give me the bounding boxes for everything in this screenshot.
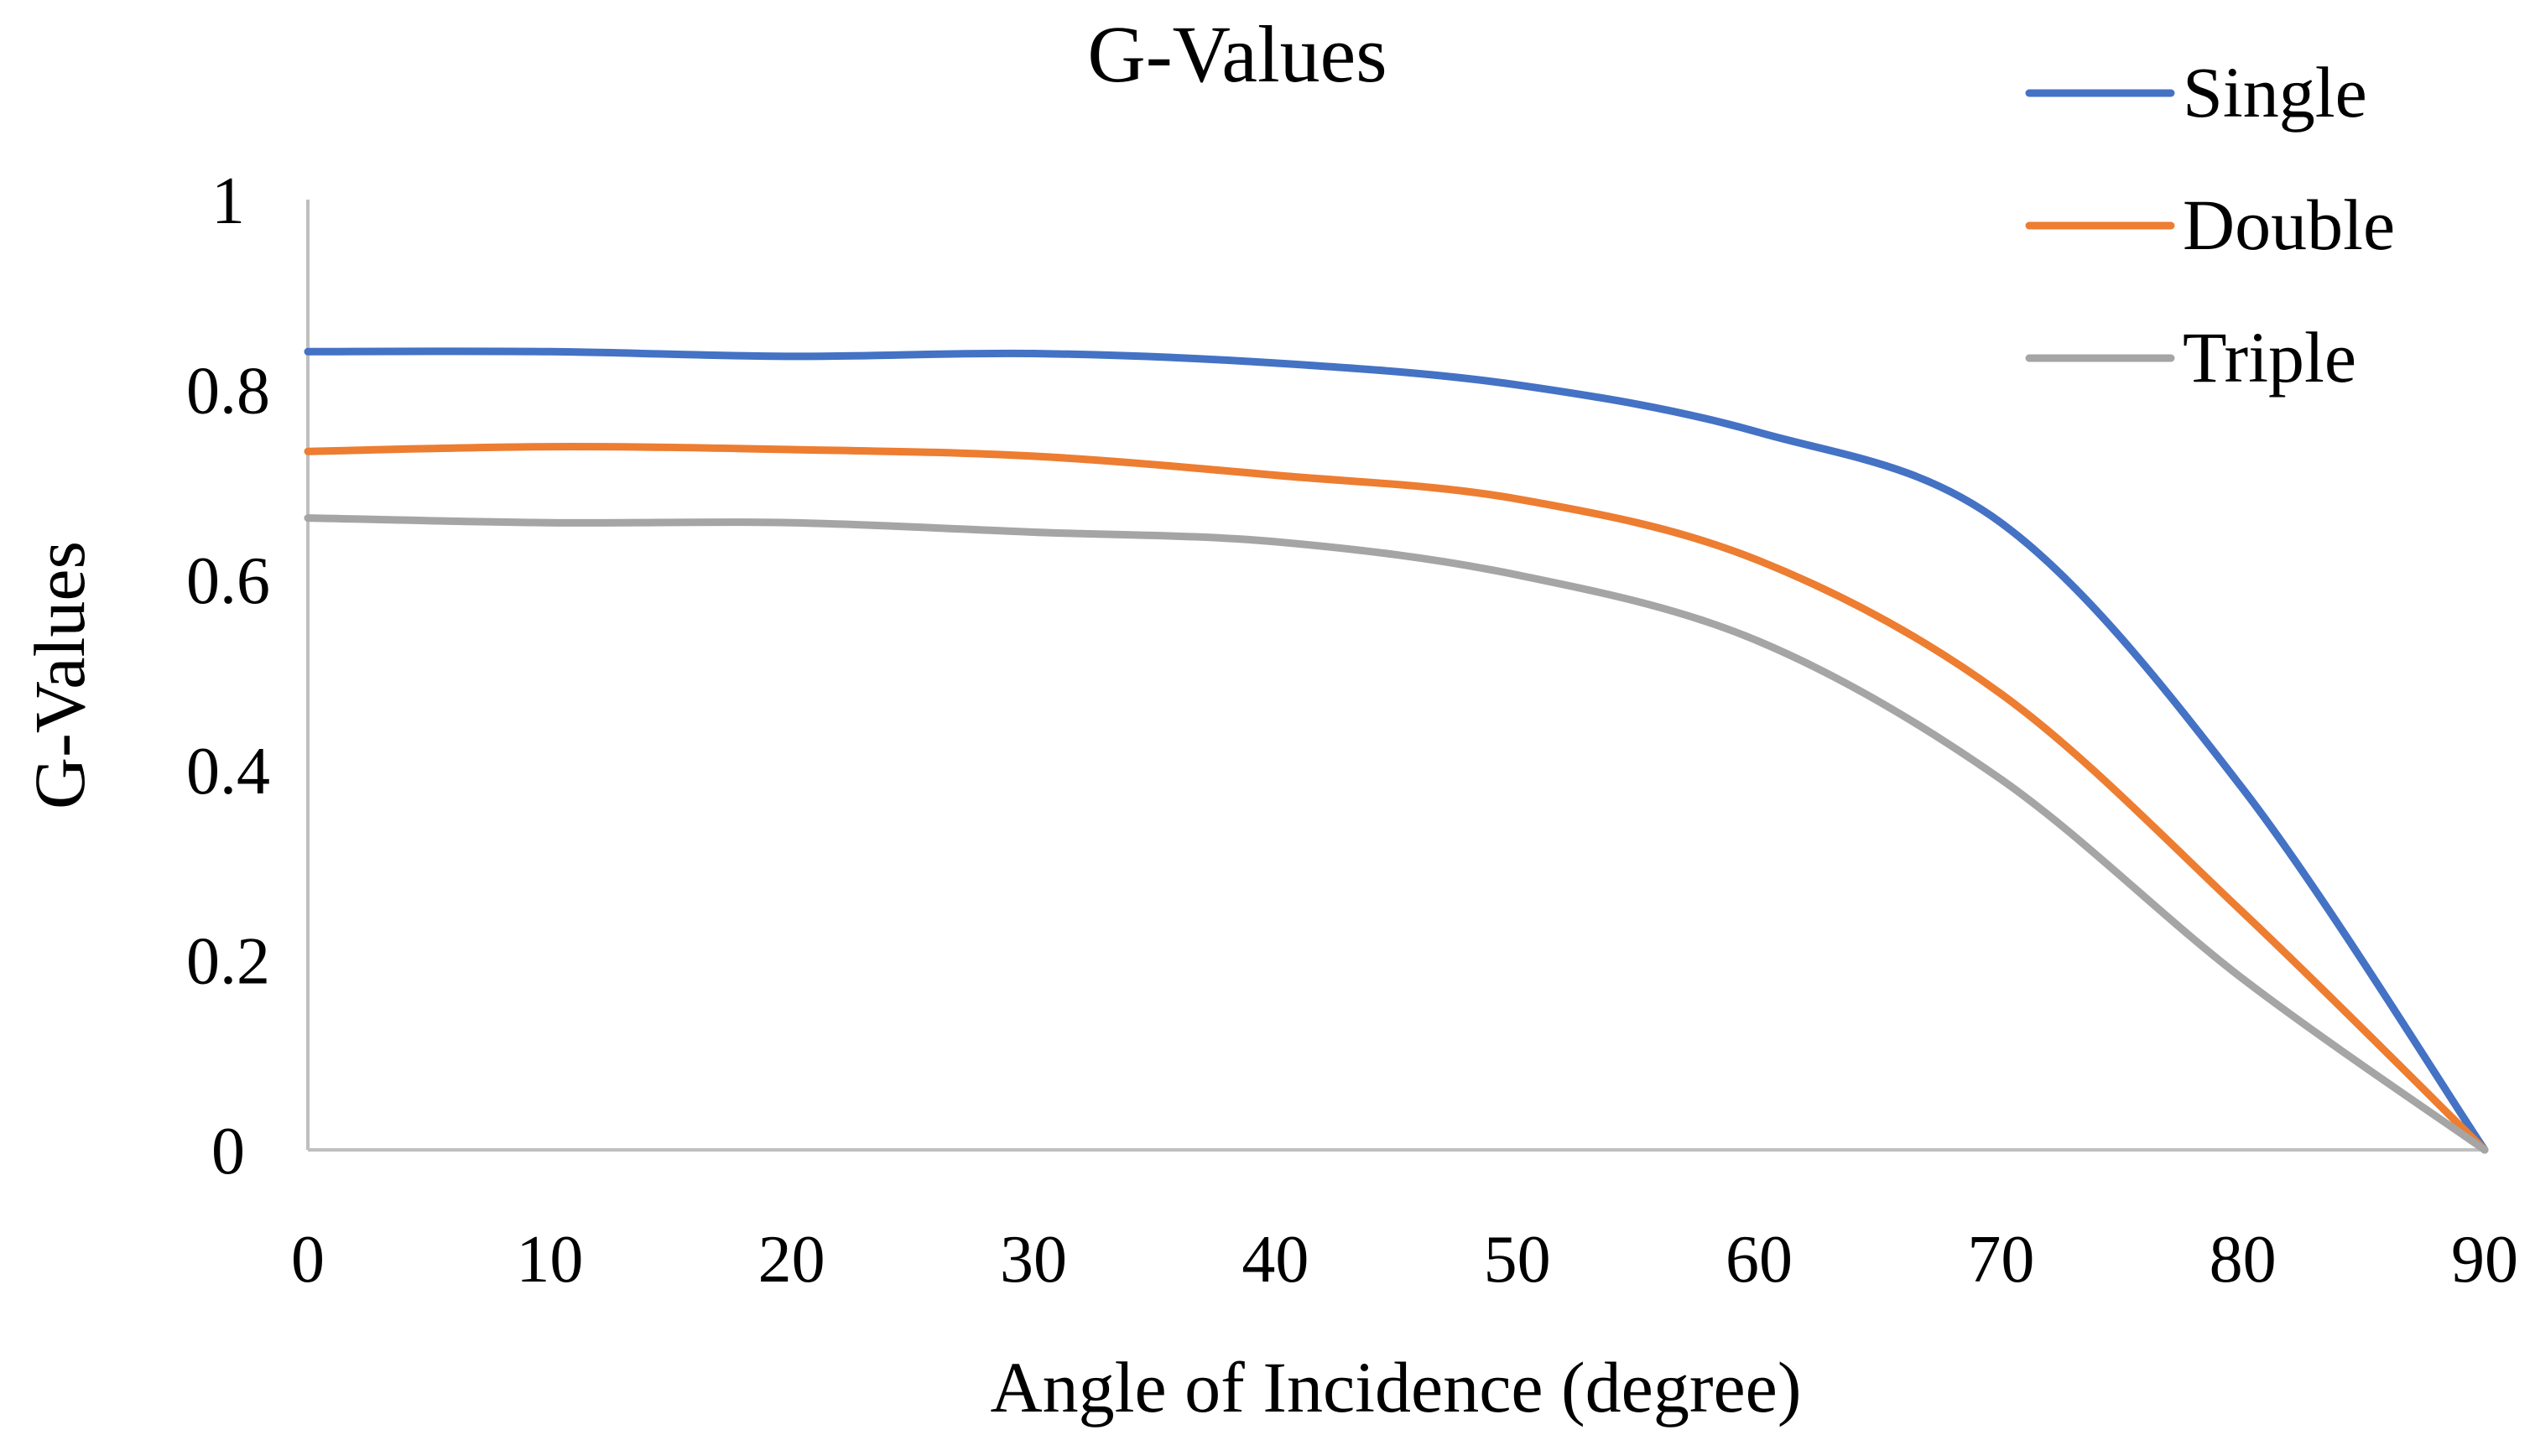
chart-title: G-Values [1087,9,1387,99]
series-line-double [304,443,2489,1154]
series-line-triple [304,514,2489,1154]
y-tick-labels: 0 0.2 0.4 0.6 0.8 1 [186,164,270,1188]
y-tick-label: 0 [211,1115,245,1188]
y-tick-label: 0.4 [186,735,270,809]
series-line-single [304,347,2489,1154]
y-axis-label: G-Values [19,541,100,809]
x-tick-label: 80 [2210,1223,2277,1297]
x-tick-label: 70 [1967,1223,2034,1297]
y-tick-label: 0.8 [186,355,270,429]
x-tick-label: 20 [758,1223,825,1297]
legend-label-triple: Triple [2183,317,2356,398]
x-tick-label: 60 [1726,1223,1793,1297]
legend: Single Double Triple [2025,52,2395,398]
x-tick-label: 40 [1241,1223,1309,1297]
x-tick-label: 50 [1484,1223,1551,1297]
x-tick-label: 0 [291,1223,325,1297]
series-lines [304,347,2489,1154]
y-tick-label: 0.2 [186,924,270,998]
y-tick-label: 1 [211,164,245,238]
legend-label-single: Single [2183,52,2367,133]
x-tick-labels: 0 10 20 30 40 50 60 70 80 90 [291,1223,2518,1297]
y-tick-label: 0.6 [186,544,270,618]
x-tick-label: 10 [516,1223,583,1297]
x-axis-label: Angle of Incidence (degree) [991,1347,1802,1427]
legend-label-double: Double [2183,185,2395,265]
x-tick-label: 30 [1000,1223,1067,1297]
x-tick-label: 90 [2451,1223,2518,1297]
